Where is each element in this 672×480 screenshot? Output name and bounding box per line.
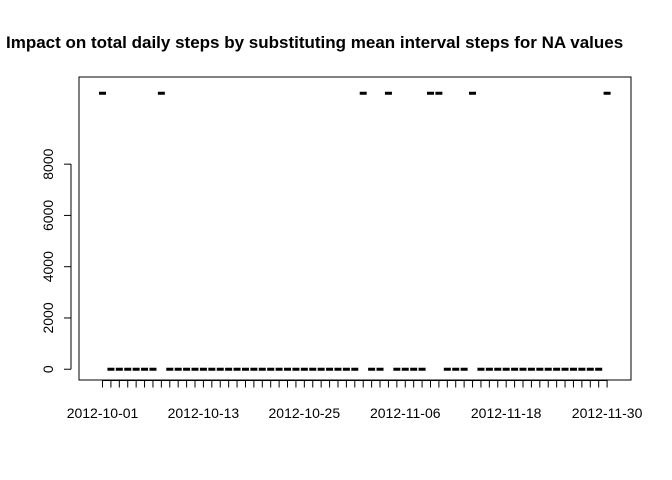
y-tick-label: 6000 — [40, 200, 56, 231]
y-axis: 0 2000 4000 6000 8000 — [40, 148, 72, 373]
plot-frame — [78, 76, 632, 381]
x-tick-label: 2012-10-01 — [67, 405, 139, 421]
y-tick-label: 4000 — [40, 251, 56, 282]
y-tick-label: 0 — [40, 365, 56, 373]
x-tick-label: 2012-10-13 — [168, 405, 240, 421]
y-tick-label: 8000 — [40, 148, 56, 179]
y-tick-label: 2000 — [40, 302, 56, 333]
x-tick-label: 2012-11-18 — [471, 405, 542, 421]
data-marks — [99, 91, 611, 371]
x-tick-label: 2012-10-25 — [269, 405, 341, 421]
x-tick-label: 2012-11-06 — [370, 405, 441, 421]
x-axis: 2012-10-01 2012-10-13 2012-10-25 2012-11-06… — [67, 380, 643, 421]
chart-title: Impact on total daily steps by substitut… — [6, 33, 623, 52]
x-tick-label: 2012-11-30 — [572, 405, 643, 421]
